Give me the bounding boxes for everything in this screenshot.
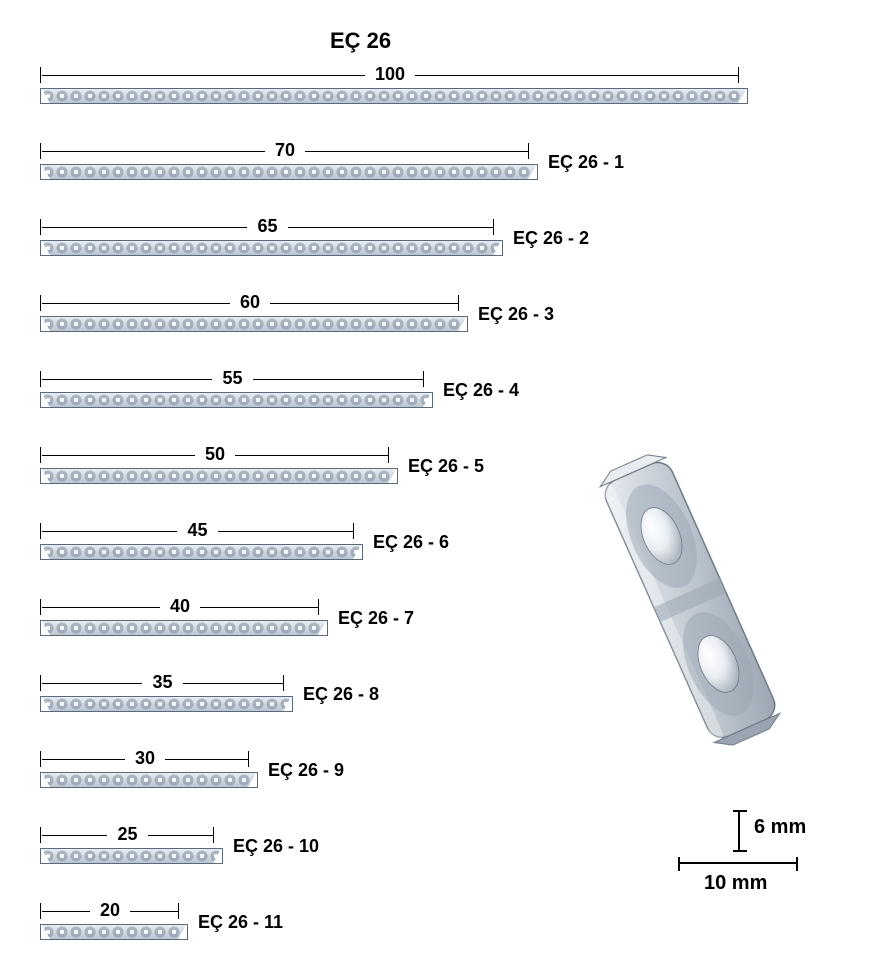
size-code-label: EÇ 26 - 4 bbox=[443, 380, 519, 401]
dimension-line: 50 bbox=[40, 444, 390, 466]
size-row: 70 bbox=[40, 140, 530, 180]
dimension-value: 100 bbox=[365, 65, 415, 83]
dimension-line: 55 bbox=[40, 368, 425, 390]
dimension-line: 100 bbox=[40, 64, 740, 86]
dimension-line: 45 bbox=[40, 520, 355, 542]
scale-indicator: 6 mm 10 mm bbox=[658, 810, 828, 920]
size-code-label: EÇ 26 - 3 bbox=[478, 304, 554, 325]
size-row: 25 bbox=[40, 824, 215, 864]
dimension-line: 60 bbox=[40, 292, 460, 314]
dimension-line: 35 bbox=[40, 672, 285, 694]
dimension-value: 25 bbox=[107, 825, 147, 843]
scale-horizontal bbox=[678, 862, 798, 864]
dimension-line: 30 bbox=[40, 748, 250, 770]
size-code-label: EÇ 26 - 8 bbox=[303, 684, 379, 705]
dimension-value: 20 bbox=[90, 901, 130, 919]
decorative-strip bbox=[40, 164, 538, 180]
size-row: 30 bbox=[40, 748, 250, 788]
decorative-strip bbox=[40, 88, 748, 104]
decorative-strip bbox=[40, 848, 223, 864]
dimension-value: 65 bbox=[247, 217, 287, 235]
decorative-strip bbox=[40, 544, 363, 560]
dimension-value: 60 bbox=[230, 293, 270, 311]
scale-horizontal-label: 10 mm bbox=[704, 872, 767, 895]
size-row: 35 bbox=[40, 672, 285, 712]
size-code-label: EÇ 26 - 1 bbox=[548, 152, 624, 173]
dimension-line: 70 bbox=[40, 140, 530, 162]
figure-title: EÇ 26 bbox=[330, 28, 391, 54]
size-code-label: EÇ 26 - 6 bbox=[373, 532, 449, 553]
size-row: 100 bbox=[40, 64, 740, 104]
size-code-label: EÇ 26 - 11 bbox=[198, 912, 283, 933]
scale-vertical bbox=[738, 810, 740, 852]
scale-vertical-label: 6 mm bbox=[754, 816, 806, 839]
dimension-line: 65 bbox=[40, 216, 495, 238]
dimension-value: 50 bbox=[195, 445, 235, 463]
decorative-strip bbox=[40, 924, 188, 940]
decorative-strip bbox=[40, 240, 503, 256]
size-row: 55 bbox=[40, 368, 425, 408]
decorative-strip bbox=[40, 772, 258, 788]
dimension-value: 35 bbox=[142, 673, 182, 691]
size-code-label: EÇ 26 - 2 bbox=[513, 228, 589, 249]
size-row: 40 bbox=[40, 596, 320, 636]
size-code-label: EÇ 26 - 9 bbox=[268, 760, 344, 781]
dimension-value: 55 bbox=[212, 369, 252, 387]
size-code-label: EÇ 26 - 10 bbox=[233, 836, 319, 857]
size-row: 65 bbox=[40, 216, 495, 256]
decorative-strip bbox=[40, 468, 398, 484]
size-code-label: EÇ 26 - 7 bbox=[338, 608, 414, 629]
dimension-line: 20 bbox=[40, 900, 180, 922]
decorative-strip bbox=[40, 316, 468, 332]
dimension-value: 40 bbox=[160, 597, 200, 615]
size-row: 50 bbox=[40, 444, 390, 484]
size-row: 45 bbox=[40, 520, 355, 560]
strip-closeup-3d bbox=[560, 440, 820, 760]
size-row: 60 bbox=[40, 292, 460, 332]
size-row: 20 bbox=[40, 900, 180, 940]
dimension-value: 45 bbox=[177, 521, 217, 539]
size-code-label: EÇ 26 - 5 bbox=[408, 456, 484, 477]
decorative-strip bbox=[40, 696, 293, 712]
dimension-line: 40 bbox=[40, 596, 320, 618]
dimension-line: 25 bbox=[40, 824, 215, 846]
decorative-strip bbox=[40, 620, 328, 636]
decorative-strip bbox=[40, 392, 433, 408]
dimension-value: 30 bbox=[125, 749, 165, 767]
dimension-value: 70 bbox=[265, 141, 305, 159]
